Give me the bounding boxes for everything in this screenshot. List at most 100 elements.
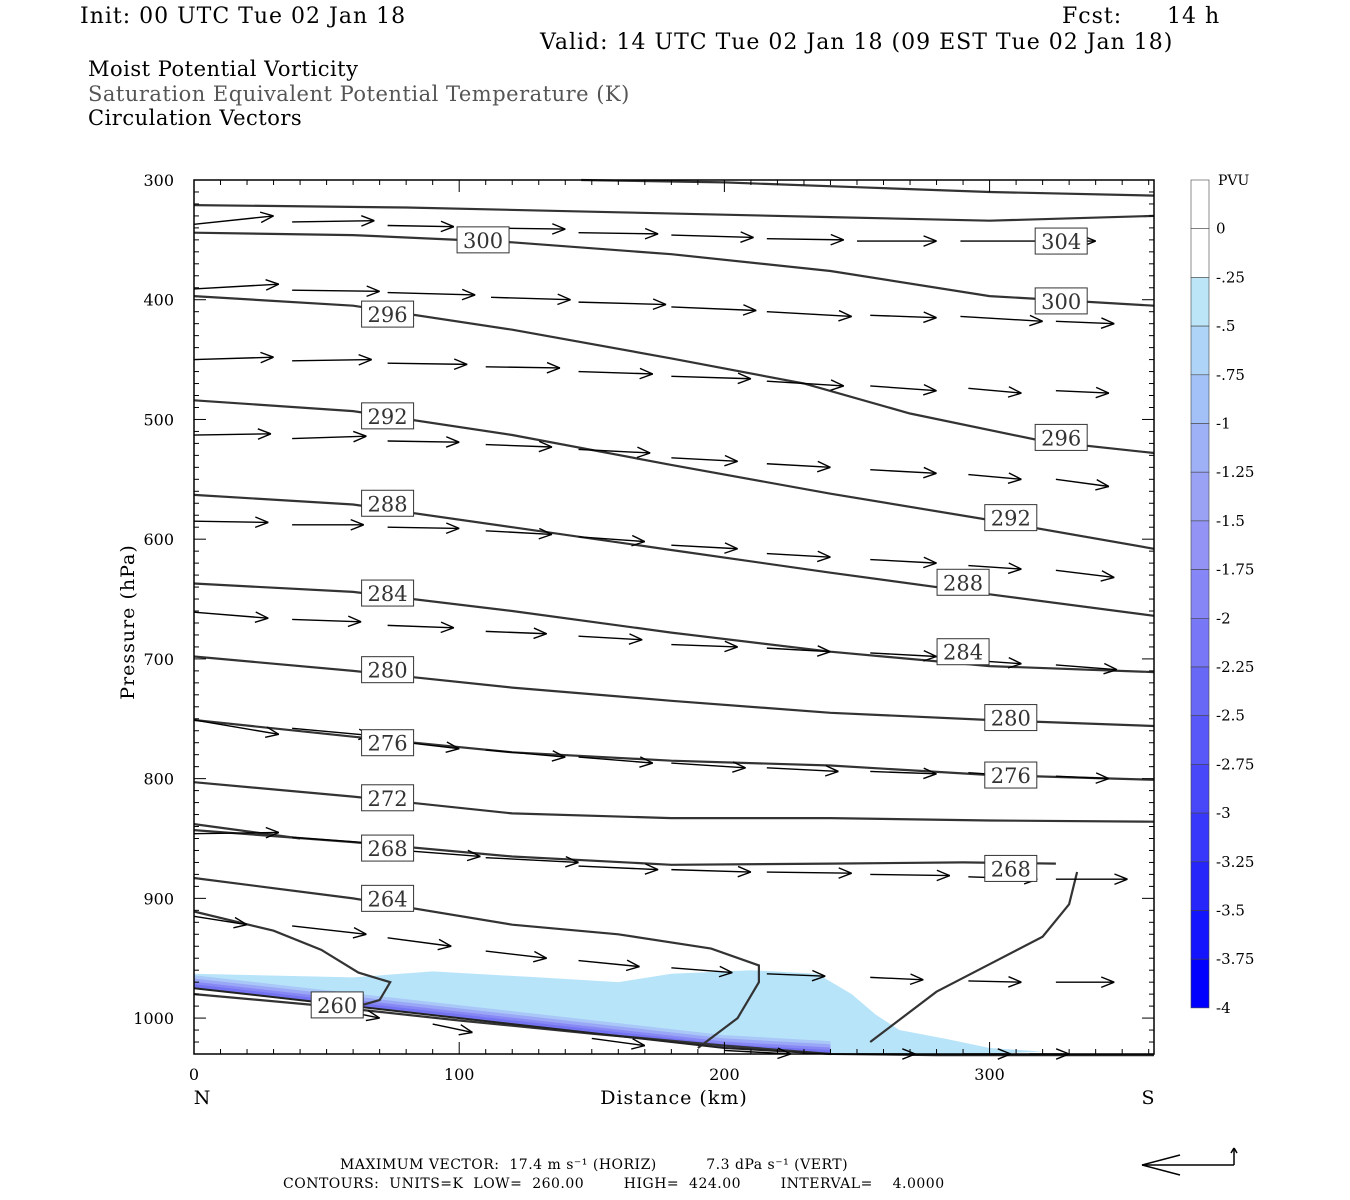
svg-text:288: 288 [368, 492, 408, 516]
contour-label: 284 [936, 638, 990, 666]
svg-text:268: 268 [991, 857, 1031, 881]
svg-text:280: 280 [991, 707, 1031, 731]
vector-arrow [387, 621, 455, 634]
vector-arrow [1055, 976, 1115, 989]
colorbar-swatch [1190, 764, 1210, 814]
vector-arrow [1055, 386, 1110, 399]
vector-arrow [578, 863, 659, 875]
contour-line-9 [193, 781, 1155, 823]
mpv-band-3 [194, 984, 831, 1054]
contour-line-12 [869, 871, 1079, 1043]
vector-arrow [870, 973, 924, 986]
y-tick-label: 1000 [133, 1009, 174, 1028]
vector-arrow [193, 719, 280, 738]
forecast-hour: 14 h [1167, 4, 1221, 29]
svg-text:264: 264 [368, 887, 408, 911]
vector-arrow [485, 749, 566, 762]
y-tick-label: 900 [143, 889, 174, 908]
y-tick-label: 600 [143, 530, 174, 549]
colorbar-swatch [1190, 325, 1210, 376]
colorbar-label: -.75 [1216, 366, 1245, 384]
colorbar-label: -2.25 [1216, 658, 1254, 676]
vector-arrow [1055, 569, 1115, 582]
colorbar-swatch [1190, 861, 1210, 911]
vector-arrow [870, 556, 937, 569]
vector-arrow [292, 430, 367, 443]
colorbar-label: -2.75 [1216, 755, 1254, 773]
vector-arrow [292, 615, 362, 628]
vector-arrow [671, 372, 752, 385]
vector-arrow [292, 518, 364, 531]
contour-line-14 [193, 910, 392, 1008]
colorbar-label: -1.5 [1216, 512, 1245, 530]
vector-arrow [432, 1023, 473, 1036]
colorbar-swatch [1190, 910, 1210, 960]
colorbar-swatch [1190, 520, 1210, 570]
y-tick-label: 800 [143, 770, 174, 789]
svg-text:288: 288 [943, 571, 983, 595]
contour-label: 296 [361, 300, 415, 328]
svg-text:276: 276 [368, 732, 408, 756]
vector-arrow [193, 915, 248, 929]
vector-arrow [193, 516, 269, 529]
svg-text:296: 296 [368, 303, 408, 327]
colorbar-label: -2.5 [1216, 707, 1245, 725]
vector-arrow [870, 767, 937, 780]
x-tick-label: 100 [444, 1065, 475, 1084]
x-tick-label: 0 [189, 1065, 199, 1084]
colorbar-label: 0 [1216, 220, 1226, 238]
vector-arrow [387, 937, 452, 951]
colorbar-swatch [1190, 374, 1210, 424]
vector-arrow [387, 436, 460, 448]
vector-arrow [1055, 873, 1128, 886]
contour-line-1 [193, 204, 1155, 222]
vector-arrow [671, 304, 757, 316]
contour-label: 300 [456, 226, 510, 254]
contour-label: 280 [984, 704, 1038, 732]
vector-arrow [387, 220, 455, 233]
vector-arrow [485, 440, 553, 453]
colorbar-swatch [1190, 471, 1210, 522]
plot-axes: 0 100 200 300 300 400 500 600 700 800 900 1000 [133, 171, 1155, 1084]
init-time: Init: 00 UTC Tue 02 Jan 18 [80, 4, 407, 29]
x-right-direction: S [1141, 1087, 1154, 1109]
field-title-vectors: Circulation Vectors [88, 106, 303, 130]
colorbar-label: -1 [1216, 415, 1231, 433]
y-tick-label: 500 [143, 410, 174, 429]
contour-line-10 [193, 829, 1056, 866]
vector-arrow [485, 527, 553, 540]
reference-vector [1141, 1147, 1238, 1176]
vector-arrow [292, 925, 367, 939]
svg-text:292: 292 [991, 507, 1031, 531]
vector-arrow [485, 627, 547, 640]
contour-label: 288 [361, 489, 415, 517]
colorbar-swatch [1190, 715, 1210, 765]
vector-arrow [387, 522, 460, 535]
vector-arrow [766, 645, 831, 657]
colorbar-label: -3.25 [1216, 853, 1254, 871]
svg-text:296: 296 [1041, 426, 1081, 450]
vector-arrow [193, 351, 274, 364]
vector-arrow [766, 233, 844, 246]
vector-arrow [578, 534, 646, 547]
vector-arrow [870, 466, 937, 479]
colorbar: 0 -.25 -.5 -.75 -1 -1.25 -1.5 -1.75 -2 -2.25 -2.5 -… [1190, 179, 1254, 1017]
vector-arrow [968, 562, 1022, 575]
colorbar-swatch [1190, 277, 1210, 327]
vector-arrow [766, 867, 852, 879]
x-left-direction: N [194, 1087, 211, 1109]
vector-arrow [387, 358, 468, 371]
contour-label: 272 [361, 784, 415, 812]
y-tick-label: 700 [143, 650, 174, 669]
vector-arrow [968, 472, 1022, 484]
svg-text:284: 284 [943, 641, 983, 665]
vector-arrow [671, 865, 752, 878]
contour-info: CONTOURS: UNITS=K LOW= 260.00 HIGH= 424.… [283, 1176, 945, 1192]
colorbar-label: -4 [1216, 999, 1231, 1017]
colorbar-label: -.5 [1216, 317, 1235, 335]
vector-arrow [766, 460, 831, 473]
vector-arrow [766, 764, 839, 777]
vector-arrow [485, 361, 561, 374]
contour-line-5 [193, 493, 1155, 617]
colorbar-swatch [1190, 666, 1210, 717]
